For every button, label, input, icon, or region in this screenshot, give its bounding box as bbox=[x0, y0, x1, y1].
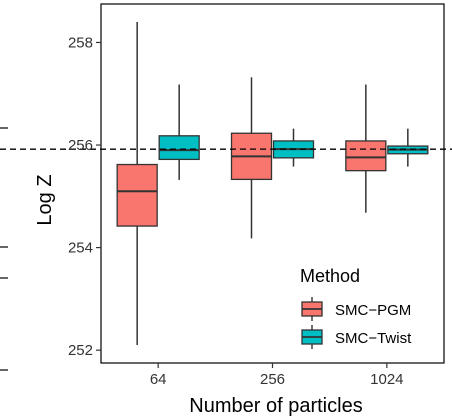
box-SMC−PGM-256 bbox=[230, 77, 273, 239]
y-tick-label: 252 bbox=[68, 342, 93, 359]
box-SMC−Twist-256 bbox=[272, 128, 315, 167]
box-body bbox=[345, 140, 387, 172]
y-tick-label: 256 bbox=[68, 137, 93, 154]
legend-items: SMC−PGM SMC−Twist bbox=[301, 297, 412, 349]
x-axis: 64 256 1024 bbox=[150, 363, 404, 388]
y-axis-title: Log Z bbox=[34, 174, 56, 225]
x-tick-label: 1024 bbox=[370, 371, 403, 388]
box-SMC−Twist-64 bbox=[158, 84, 200, 180]
legend-item: SMC−Twist bbox=[301, 325, 412, 349]
x-tick-label: 64 bbox=[150, 371, 167, 388]
box-SMC−PGM-64 bbox=[116, 21, 158, 346]
box-SMC−PGM-1024 bbox=[345, 84, 387, 213]
legend-title: Method bbox=[300, 266, 360, 286]
box-body bbox=[158, 135, 200, 161]
legend-label: SMC−Twist bbox=[335, 330, 412, 347]
y-tick-label: 254 bbox=[68, 240, 93, 257]
legend-label: SMC−PGM bbox=[335, 302, 411, 319]
plot-panel bbox=[0, 3, 452, 364]
legend-item: SMC−PGM bbox=[301, 297, 411, 321]
legend: Method SMC−PGM SMC−Twist bbox=[300, 266, 412, 349]
left-edge-marks bbox=[0, 127, 8, 371]
box-body bbox=[116, 163, 158, 227]
x-axis-title: Number of particles bbox=[189, 395, 362, 417]
x-tick-label: 256 bbox=[260, 371, 285, 388]
box-SMC−Twist-1024 bbox=[387, 128, 429, 167]
y-axis: 252 254 256 258 bbox=[68, 34, 101, 359]
y-tick-label: 258 bbox=[68, 34, 93, 51]
